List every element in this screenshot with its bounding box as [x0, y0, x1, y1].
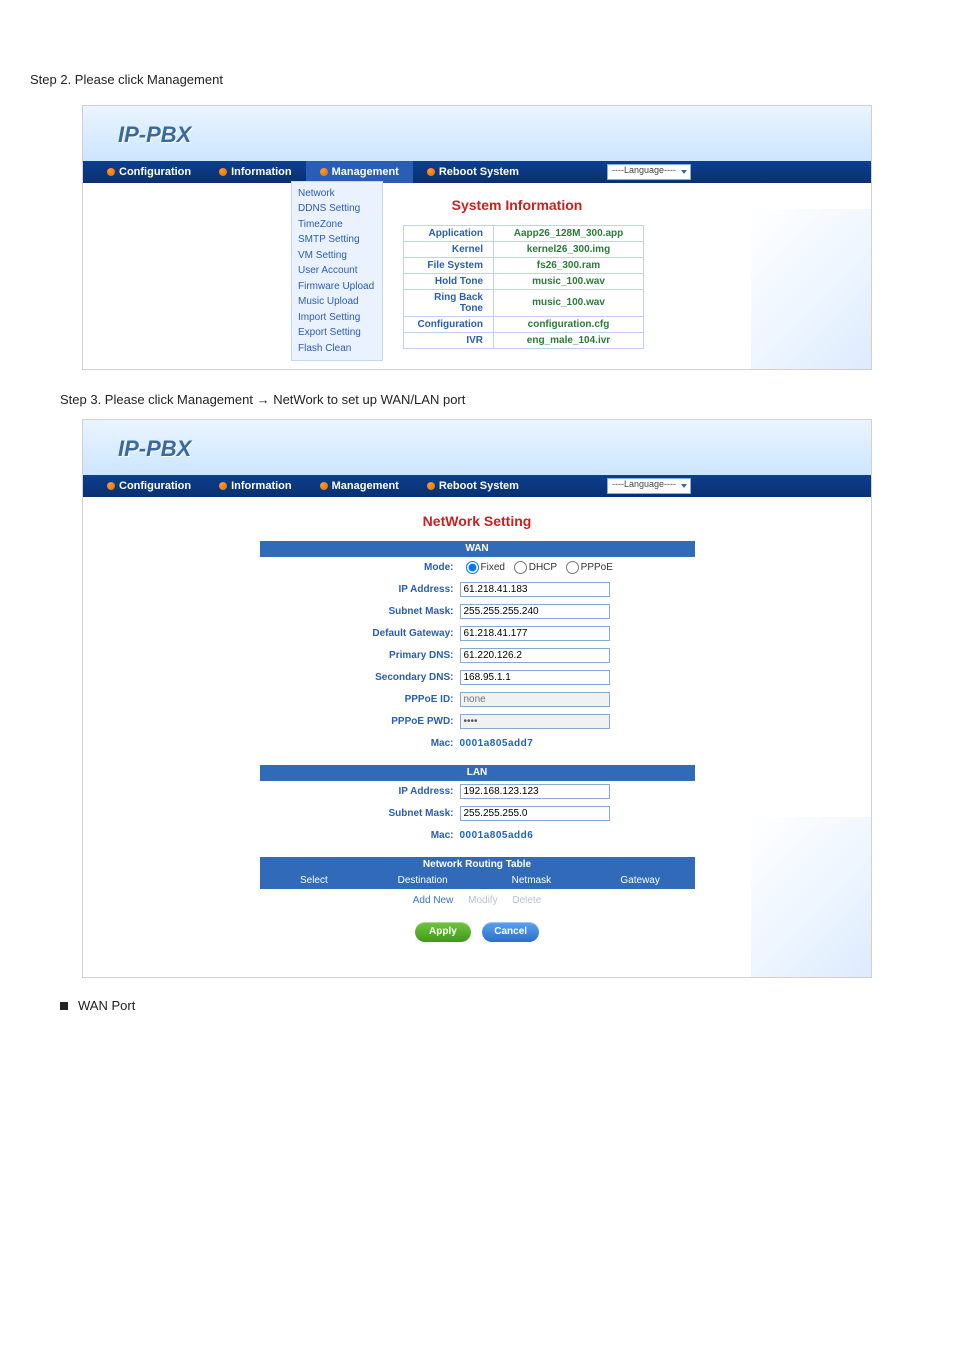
- screenshot-management: IP-PBX Configuration Information Managem…: [82, 105, 872, 370]
- nav-configuration[interactable]: Configuration: [93, 475, 205, 497]
- lan-header: LAN: [260, 765, 695, 781]
- top-nav: Configuration Information Management Reb…: [83, 161, 871, 183]
- wan-mac-label: Mac:: [260, 738, 460, 749]
- product-logo: IP-PBX: [118, 122, 191, 148]
- menu-firmware[interactable]: Firmware Upload: [298, 279, 376, 295]
- menu-timezone[interactable]: TimeZone: [298, 217, 376, 233]
- bullet-icon: [219, 482, 227, 490]
- mode-dhcp-radio[interactable]: [514, 561, 527, 574]
- col-netmask: Netmask: [477, 873, 586, 889]
- pppoe-pwd-input: [460, 714, 610, 729]
- arrow-icon: →: [257, 392, 270, 407]
- menu-user-account[interactable]: User Account: [298, 263, 376, 279]
- step3-text-b: NetWork to set up WAN/LAN port: [273, 392, 465, 407]
- cancel-button[interactable]: Cancel: [482, 922, 539, 942]
- wan-header: WAN: [260, 541, 695, 557]
- management-submenu: Network DDNS Setting TimeZone SMTP Setti…: [291, 181, 383, 362]
- menu-network[interactable]: Network: [298, 186, 376, 202]
- apply-button[interactable]: Apply: [415, 922, 471, 942]
- menu-flash-clean[interactable]: Flash Clean: [298, 341, 376, 357]
- lan-ip-label: IP Address:: [260, 786, 460, 797]
- top-nav: Configuration Information Management Reb…: [83, 475, 871, 497]
- step3-text-a: Step 3. Please click Management: [60, 392, 257, 407]
- nav-management[interactable]: Management: [306, 475, 413, 497]
- mode-fixed-radio[interactable]: [466, 561, 479, 574]
- wan-mask-input[interactable]: [460, 604, 610, 619]
- wan-gw-label: Default Gateway:: [260, 628, 460, 639]
- lan-ip-input[interactable]: [460, 784, 610, 799]
- menu-import[interactable]: Import Setting: [298, 310, 376, 326]
- sysinfo-val: Aapp26_128M_300.app: [494, 225, 644, 241]
- nav-management[interactable]: Management: [306, 161, 413, 183]
- background-art: [751, 209, 871, 369]
- intro-text: Step 2. Please click Management: [30, 72, 223, 87]
- bullet-icon: [427, 482, 435, 490]
- mode-dhcp-label: DHCP: [529, 562, 557, 573]
- wan-gw-input[interactable]: [460, 626, 610, 641]
- delete-link: Delete: [512, 895, 541, 906]
- lan-panel: LAN IP Address: Subnet Mask: Mac:0001a80…: [260, 765, 695, 847]
- wan-dns2-label: Secondary DNS:: [260, 672, 460, 683]
- lan-mac-label: Mac:: [260, 830, 460, 841]
- pppoe-id-input: [460, 692, 610, 707]
- menu-music[interactable]: Music Upload: [298, 294, 376, 310]
- wan-mask-label: Subnet Mask:: [260, 606, 460, 617]
- col-destination: Destination: [368, 873, 477, 889]
- wan-dns2-input[interactable]: [460, 670, 610, 685]
- menu-export[interactable]: Export Setting: [298, 325, 376, 341]
- mode-pppoe-label: PPPoE: [581, 562, 613, 573]
- nav-configuration[interactable]: Configuration: [93, 161, 205, 183]
- lan-mac-value: 0001a805add6: [460, 830, 695, 841]
- square-bullet-icon: [60, 1002, 68, 1010]
- system-info-table: ApplicationAapp26_128M_300.app Kernelker…: [403, 225, 644, 349]
- wan-ip-input[interactable]: [460, 582, 610, 597]
- wan-dns1-label: Primary DNS:: [260, 650, 460, 661]
- network-setting-title: NetWork Setting: [83, 497, 871, 541]
- bullet-icon: [320, 482, 328, 490]
- pppoe-id-label: PPPoE ID:: [260, 694, 460, 705]
- language-select[interactable]: ----Language----: [607, 164, 691, 180]
- menu-vm[interactable]: VM Setting: [298, 248, 376, 264]
- routing-columns: Select Destination Netmask Gateway: [260, 873, 695, 889]
- modify-link: Modify: [468, 895, 497, 906]
- screenshot-network: IP-PBX Configuration Information Managem…: [82, 419, 872, 978]
- add-new-link[interactable]: Add New: [413, 895, 454, 906]
- bullet-icon: [219, 168, 227, 176]
- mode-fixed-label: Fixed: [481, 562, 505, 573]
- mode-pppoe-radio[interactable]: [566, 561, 579, 574]
- wan-mac-value: 0001a805add7: [460, 738, 695, 749]
- language-select[interactable]: ----Language----: [607, 478, 691, 494]
- routing-panel: Network Routing Table Select Destination…: [260, 857, 695, 908]
- sysinfo-key: Application: [404, 225, 494, 241]
- bullet-icon: [107, 168, 115, 176]
- bullet-icon: [427, 168, 435, 176]
- menu-smtp[interactable]: SMTP Setting: [298, 232, 376, 248]
- routing-title: Network Routing Table: [260, 857, 695, 873]
- wan-dns1-input[interactable]: [460, 648, 610, 663]
- background-art: [751, 817, 871, 977]
- nav-information[interactable]: Information: [205, 475, 306, 497]
- lan-mask-input[interactable]: [460, 806, 610, 821]
- wan-port-bullet: WAN Port: [60, 998, 894, 1013]
- nav-reboot[interactable]: Reboot System: [413, 475, 533, 497]
- bullet-icon: [320, 168, 328, 176]
- nav-information[interactable]: Information: [205, 161, 306, 183]
- col-gateway: Gateway: [586, 873, 695, 889]
- pppoe-pwd-label: PPPoE PWD:: [260, 716, 460, 727]
- wan-panel: WAN Mode: Fixed DHCP PPPoE IP Address: S…: [260, 541, 695, 755]
- wan-ip-label: IP Address:: [260, 584, 460, 595]
- mode-label: Mode:: [260, 562, 460, 573]
- system-info-title: System Information: [163, 183, 871, 213]
- product-logo: IP-PBX: [118, 436, 191, 462]
- col-select: Select: [260, 873, 369, 889]
- bullet-icon: [107, 482, 115, 490]
- lan-mask-label: Subnet Mask:: [260, 808, 460, 819]
- menu-ddns[interactable]: DDNS Setting: [298, 201, 376, 217]
- nav-reboot[interactable]: Reboot System: [413, 161, 533, 183]
